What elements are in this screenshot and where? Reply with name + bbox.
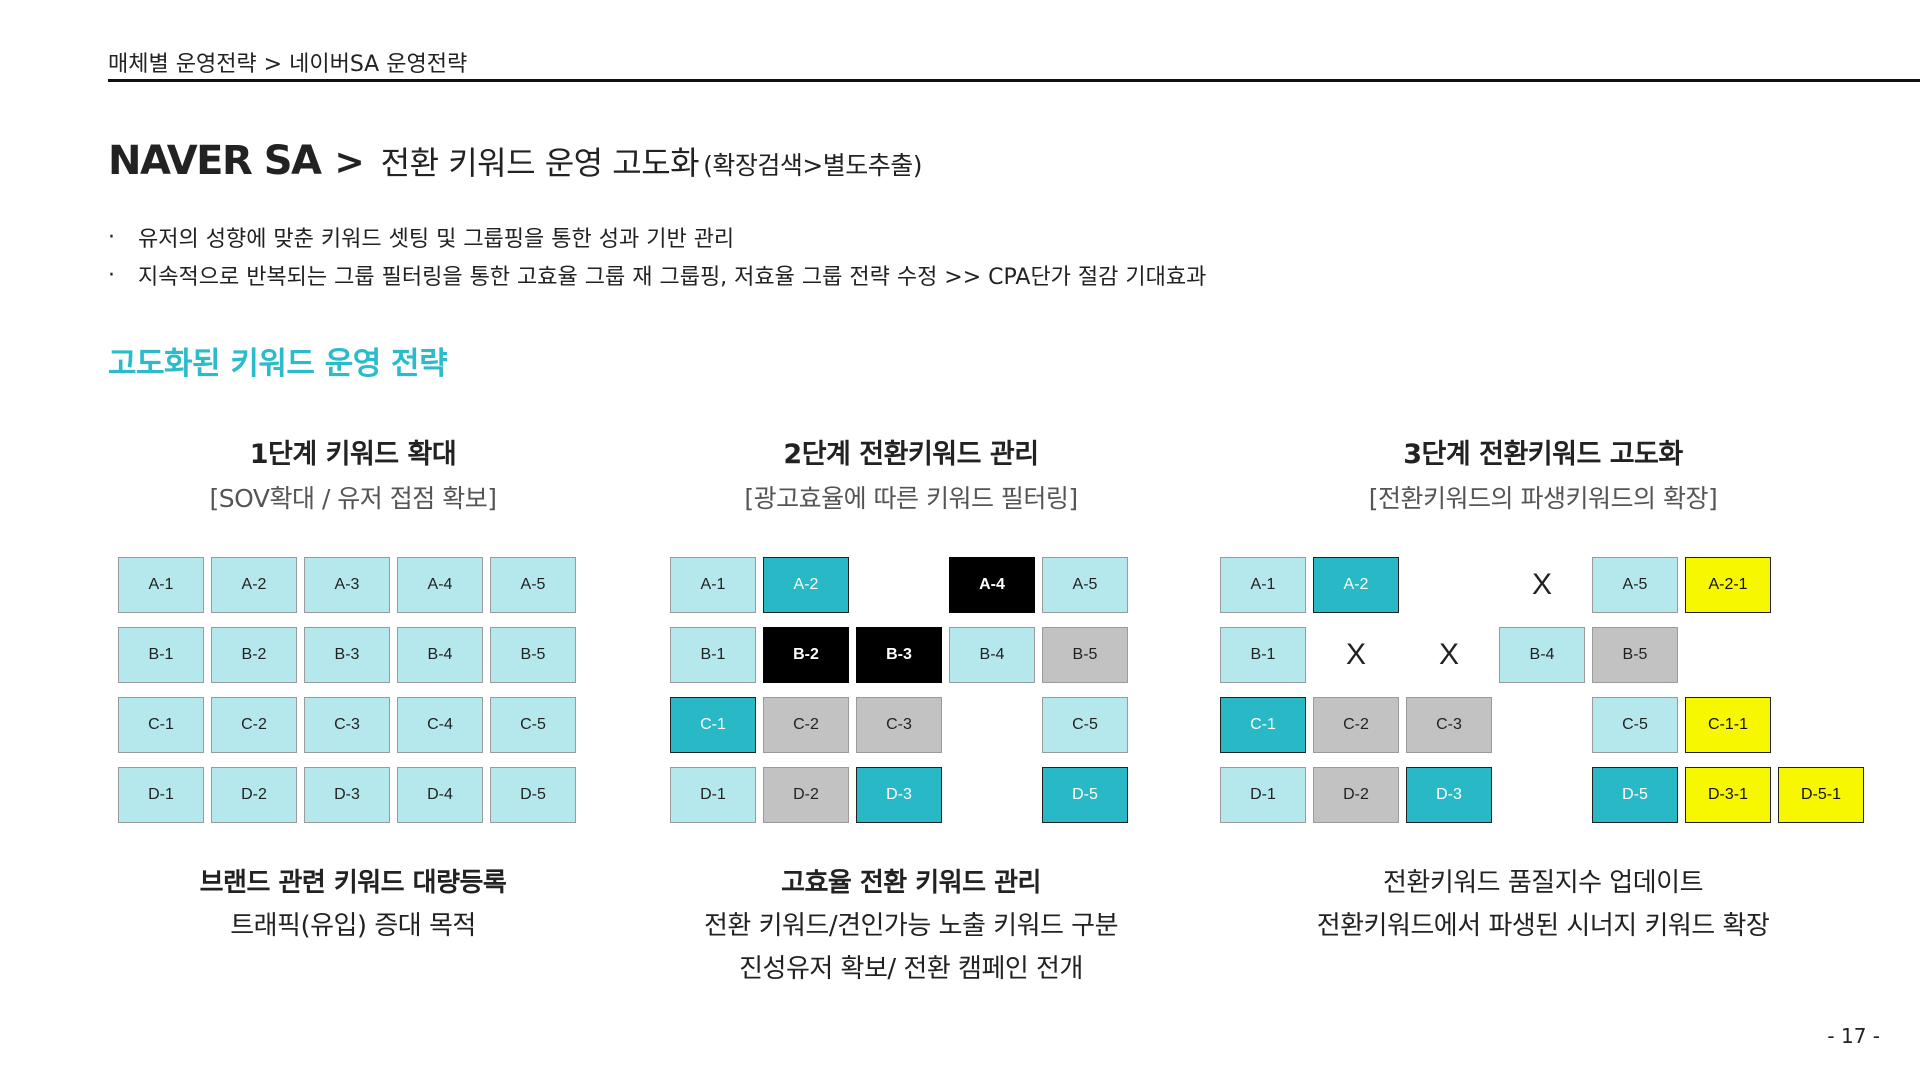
- section-heading: 고도화된 키워드 운영 전략: [108, 346, 448, 382]
- keyword-cell-d-3: D-3: [856, 767, 942, 823]
- keyword-cell-c-4: C-4: [397, 697, 483, 753]
- keyword-cell-a-2-1: A-2-1: [1685, 557, 1771, 613]
- page-title: NAVER SA > 전환 키워드 운영 고도화 (확장검색>별도추출): [108, 138, 923, 184]
- keyword-cell-c-5: C-5: [490, 697, 576, 753]
- keyword-cell-c-3: C-3: [1406, 697, 1492, 753]
- keyword-cell-d-5-1: D-5-1: [1778, 767, 1864, 823]
- stage-2-footer-line: 전환 키워드/견인가능 노출 키워드 구분: [703, 911, 1119, 941]
- keyword-cell-c-2: C-2: [1313, 697, 1399, 753]
- page-title-main: NAVER SA: [108, 138, 322, 184]
- keyword-cell-a-2: A-2: [211, 557, 297, 613]
- keyword-cell-c-1: C-1: [670, 697, 756, 753]
- removed-keyword-mark: X: [1345, 638, 1366, 671]
- keyword-cell-b-1: B-1: [1220, 627, 1306, 683]
- keyword-cell-d-1: D-1: [1220, 767, 1306, 823]
- bullet-marker: ·: [108, 262, 115, 288]
- keyword-cell-c-2: C-2: [211, 697, 297, 753]
- keyword-cell-a-1: A-1: [1220, 557, 1306, 613]
- stage-3-header: 3단계 전환키워드 고도화 [전환키워드의 파생키워드의 확장]: [1283, 432, 1803, 515]
- keyword-cell-b-4: B-4: [949, 627, 1035, 683]
- keyword-cell-b-1: B-1: [118, 627, 204, 683]
- keyword-cell-a-1: A-1: [670, 557, 756, 613]
- bullet-marker: ·: [108, 224, 115, 250]
- stage-3-subtitle: [전환키워드의 파생키워드의 확장]: [1368, 484, 1718, 513]
- keyword-cell-d-2: D-2: [763, 767, 849, 823]
- bullet-item: · 유저의 성향에 맞춘 키워드 셋팅 및 그룹핑을 통한 성과 기반 관리: [108, 218, 1206, 256]
- bullet-item: · 지속적으로 반복되는 그룹 필터링을 통한 고효율 그룹 재 그룹핑, 저효…: [108, 256, 1206, 294]
- keyword-cell-a-4: A-4: [397, 557, 483, 613]
- keyword-cell-b-4: B-4: [397, 627, 483, 683]
- stage-1-footer: 브랜드 관련 키워드 대량등록 트래픽(유입) 증대 목적: [93, 862, 613, 948]
- keyword-cell-b-2: B-2: [763, 627, 849, 683]
- keyword-cell-b-5: B-5: [1042, 627, 1128, 683]
- stage-2-footer-line: 진성유저 확보/ 전환 캠페인 전개: [739, 954, 1083, 984]
- keyword-cell-c-1-1: C-1-1: [1685, 697, 1771, 753]
- stage-1-footer-line: 트래픽(유입) 증대 목적: [230, 911, 476, 941]
- bullet-list: · 유저의 성향에 맞춘 키워드 셋팅 및 그룹핑을 통한 성과 기반 관리 ·…: [108, 218, 1206, 294]
- keyword-cell-d-1: D-1: [118, 767, 204, 823]
- keyword-cell-c-1: C-1: [1220, 697, 1306, 753]
- keyword-cell-c-2: C-2: [763, 697, 849, 753]
- stage-1-subtitle: [SOV확대 / 유저 접점 확보]: [209, 484, 497, 513]
- keyword-cell-a-1: A-1: [118, 557, 204, 613]
- stage-1-title: 1단계 키워드 확대: [249, 439, 457, 470]
- keyword-cell-a-2: A-2: [1313, 557, 1399, 613]
- stage-3-footer-line: 전환키워드에서 파생된 시너지 키워드 확장: [1316, 911, 1770, 941]
- breadcrumb: 매체별 운영전략 > 네이버SA 운영전략: [108, 52, 468, 77]
- keyword-cell-c-5: C-5: [1592, 697, 1678, 753]
- keyword-cell-a-5: A-5: [1042, 557, 1128, 613]
- stage-3-title: 3단계 전환키워드 고도화: [1403, 439, 1683, 470]
- stage-2-subtitle: [광고효율에 따른 키워드 필터링]: [744, 484, 1078, 513]
- keyword-cell-b-2: B-2: [211, 627, 297, 683]
- bullet-text: 유저의 성향에 맞춘 키워드 셋팅 및 그룹핑을 통한 성과 기반 관리: [138, 227, 735, 252]
- keyword-cell-d-5: D-5: [1592, 767, 1678, 823]
- keyword-cell-c-5: C-5: [1042, 697, 1128, 753]
- keyword-cell-b-4: B-4: [1499, 627, 1585, 683]
- stage-2-title: 2단계 전환키워드 관리: [783, 439, 1039, 470]
- page-title-paren: (확장검색>별도추출): [703, 151, 923, 180]
- keyword-cell-b-5: B-5: [490, 627, 576, 683]
- keyword-cell-d-5: D-5: [490, 767, 576, 823]
- keyword-cell-a-2: A-2: [763, 557, 849, 613]
- keyword-cell-d-1: D-1: [670, 767, 756, 823]
- keyword-cell-c-3: C-3: [304, 697, 390, 753]
- keyword-cell-c-3: C-3: [856, 697, 942, 753]
- keyword-cell-c-1: C-1: [118, 697, 204, 753]
- keyword-cell-a-3: A-3: [304, 557, 390, 613]
- keyword-cell-b-5: B-5: [1592, 627, 1678, 683]
- keyword-cell-b-1: B-1: [670, 627, 756, 683]
- keyword-cell-a-5: A-5: [490, 557, 576, 613]
- keyword-cell-b-3: B-3: [304, 627, 390, 683]
- keyword-cell-d-2: D-2: [1313, 767, 1399, 823]
- stage-3-footer: 전환키워드 품질지수 업데이트 전환키워드에서 파생된 시너지 키워드 확장: [1283, 862, 1803, 948]
- keyword-cell-d-4: D-4: [397, 767, 483, 823]
- keyword-cell-a-4: A-4: [949, 557, 1035, 613]
- page-title-sub: 전환 키워드 운영 고도화: [380, 144, 700, 182]
- stage-2-footer: 고효율 전환 키워드 관리 전환 키워드/견인가능 노출 키워드 구분 진성유저…: [651, 862, 1171, 991]
- page-number: - 17 -: [1827, 1024, 1880, 1048]
- stage-1-footer-line: 브랜드 관련 키워드 대량등록: [199, 868, 507, 898]
- header-divider: [108, 79, 1920, 82]
- keyword-cell-d-2: D-2: [211, 767, 297, 823]
- keyword-cell-a-5: A-5: [1592, 557, 1678, 613]
- keyword-cell-d-3-1: D-3-1: [1685, 767, 1771, 823]
- bullet-text: 지속적으로 반복되는 그룹 필터링을 통한 고효율 그룹 재 그룹핑, 저효율 …: [138, 265, 1207, 290]
- keyword-cell-d-5: D-5: [1042, 767, 1128, 823]
- keyword-cell-d-3: D-3: [304, 767, 390, 823]
- keyword-cell-d-3: D-3: [1406, 767, 1492, 823]
- stage-3-footer-line: 전환키워드 품질지수 업데이트: [1383, 868, 1704, 898]
- stage-1-header: 1단계 키워드 확대 [SOV확대 / 유저 접점 확보]: [93, 432, 613, 515]
- removed-keyword-mark: X: [1438, 638, 1459, 671]
- stage-2-header: 2단계 전환키워드 관리 [광고효율에 따른 키워드 필터링]: [651, 432, 1171, 515]
- page-title-separator: >: [334, 142, 365, 183]
- keyword-cell-b-3: B-3: [856, 627, 942, 683]
- stage-2-footer-line: 고효율 전환 키워드 관리: [781, 868, 1041, 898]
- removed-keyword-mark: X: [1531, 568, 1552, 601]
